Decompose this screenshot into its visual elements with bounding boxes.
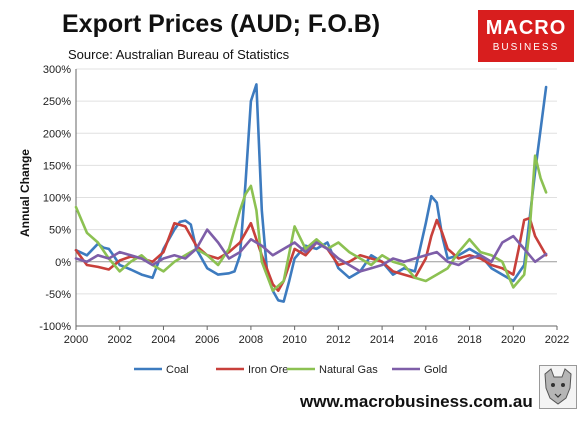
x-tick-label: 2018 — [457, 334, 481, 346]
x-tick-label: 2000 — [64, 334, 88, 346]
series-line-gold — [74, 228, 548, 273]
website-url: www.macrobusiness.com.au — [300, 392, 533, 411]
legend-label-gold: Gold — [424, 364, 447, 376]
y-tick-label: -50% — [45, 289, 71, 301]
wolf-icon — [539, 365, 577, 409]
x-tick-label: 2006 — [195, 334, 219, 346]
legend-label-natural-gas: Natural Gas — [319, 364, 378, 376]
x-tick-label: 2010 — [282, 334, 306, 346]
x-tick-label: 2008 — [239, 334, 263, 346]
chart-title: Export Prices (AUD; F.O.B) — [62, 10, 381, 38]
series-line-coal — [74, 83, 548, 303]
y-tick-label: 200% — [43, 128, 71, 140]
y-tick-label: 300% — [43, 64, 71, 76]
x-tick-label: 2004 — [151, 334, 175, 346]
series-line-natural-gas — [74, 154, 548, 293]
x-tick-label: 2014 — [370, 334, 394, 346]
x-tick-label: 2012 — [326, 334, 350, 346]
y-tick-label: 150% — [43, 160, 71, 172]
y-tick-label: 0% — [55, 257, 71, 269]
legend-label-coal: Coal — [166, 364, 189, 376]
x-tick-label: 2016 — [414, 334, 438, 346]
x-tick-label: 2022 — [545, 334, 569, 346]
y-tick-label: 250% — [43, 96, 71, 108]
y-tick-label: 50% — [49, 225, 71, 237]
y-tick-label: -100% — [39, 321, 71, 333]
x-tick-label: 2002 — [107, 334, 131, 346]
legend-label-iron-ore: Iron Ore — [248, 364, 288, 376]
x-tick-label: 2020 — [501, 334, 525, 346]
macrobusiness-logo: MACRO BUSINESS — [478, 10, 574, 62]
y-tick-label: 100% — [43, 193, 71, 205]
chart-subtitle: Source: Australian Bureau of Statistics — [68, 47, 290, 62]
logo-line1: MACRO — [485, 17, 567, 39]
logo-line2: BUSINESS — [492, 42, 560, 53]
series-line-iron-ore — [74, 216, 548, 293]
